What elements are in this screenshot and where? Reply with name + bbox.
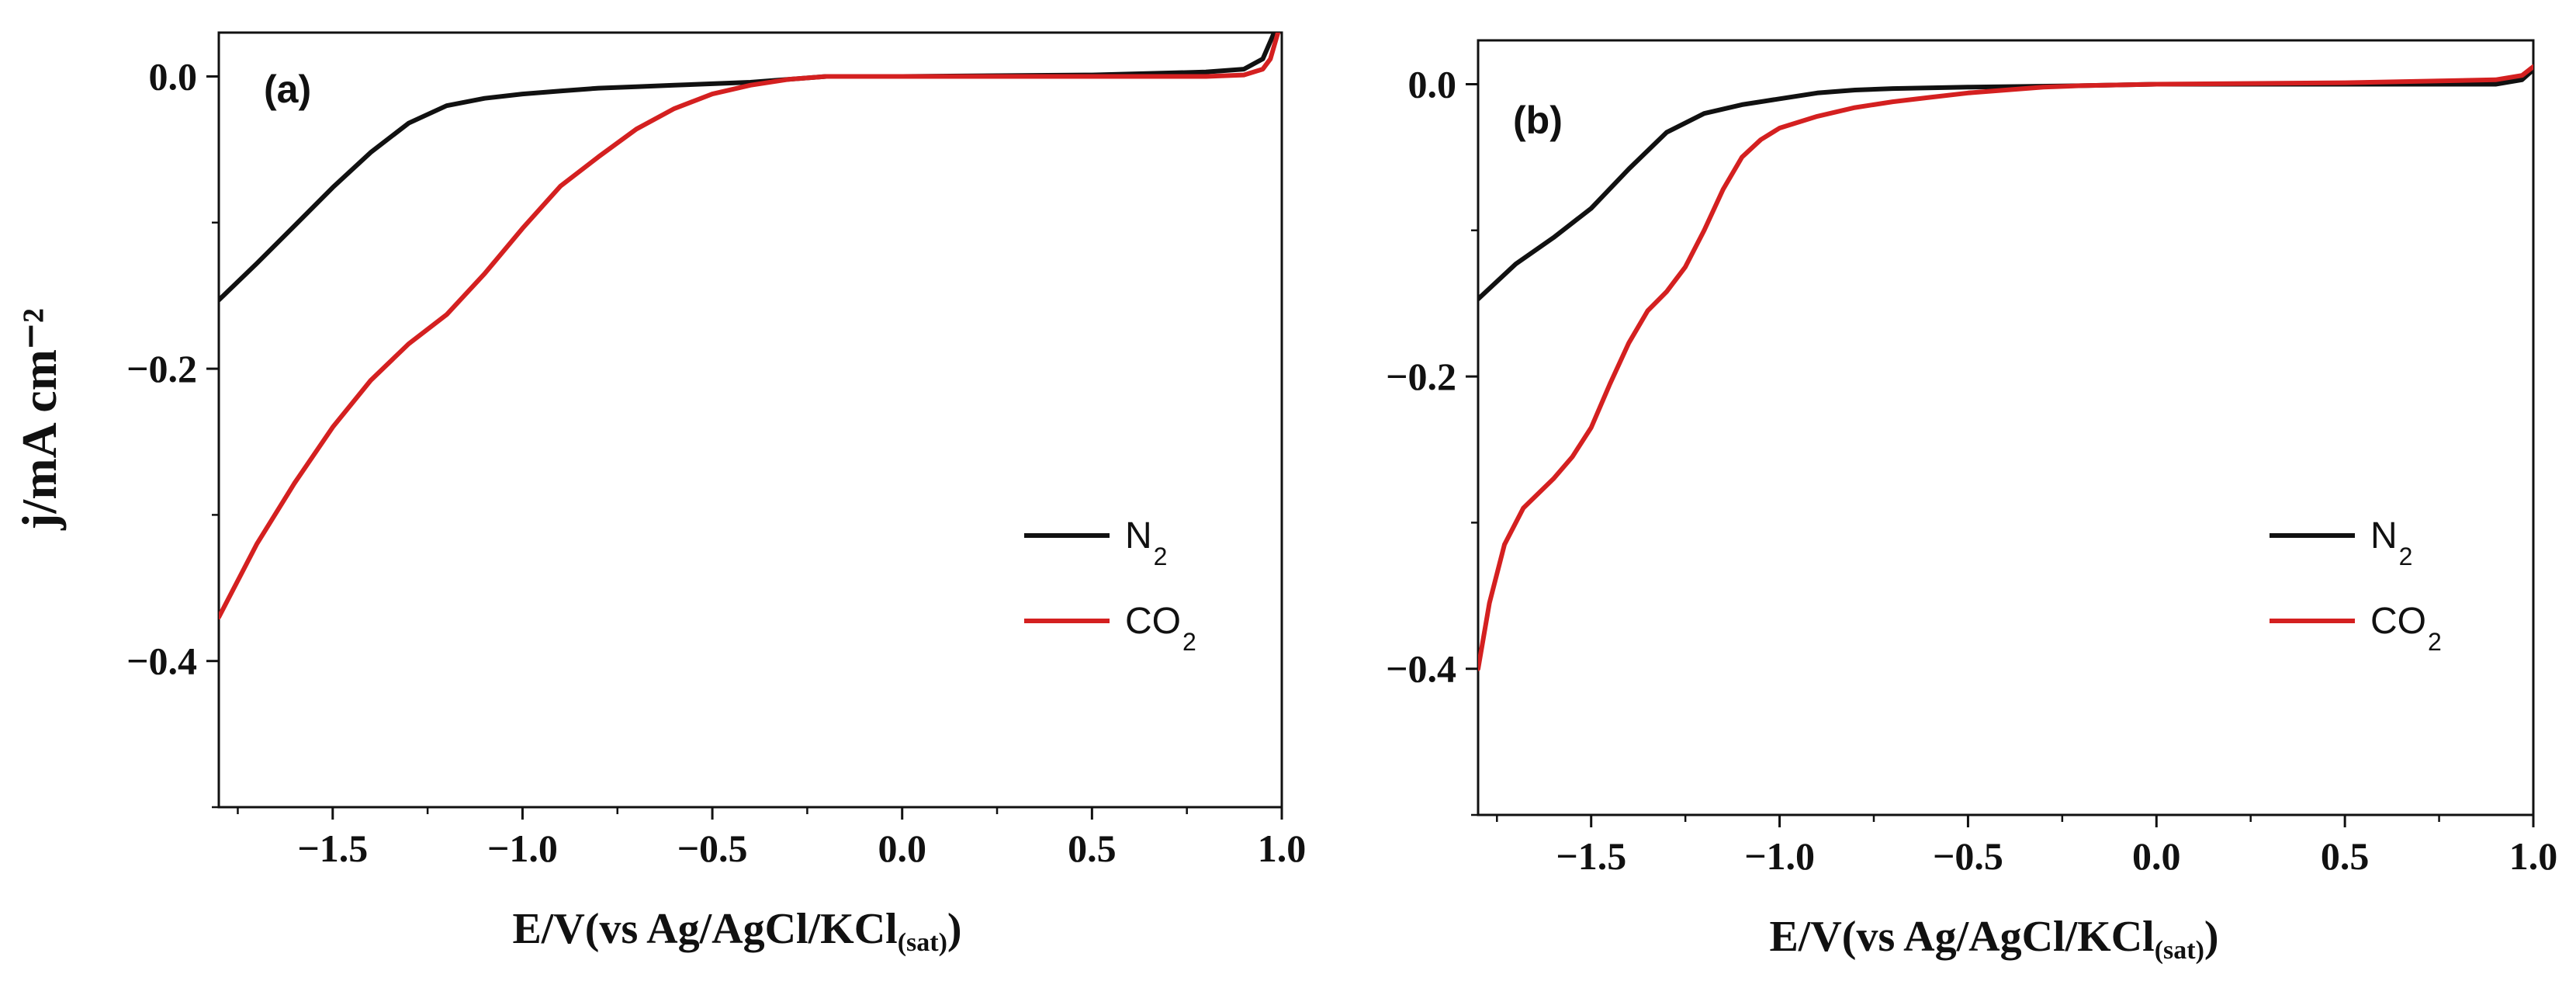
y-tick-label: −0.2 <box>1386 355 1456 398</box>
legend-label-sub: 2 <box>1154 543 1168 570</box>
series-line-n2 <box>1478 67 2533 302</box>
panel-label: (a) <box>264 68 311 111</box>
x-tick-label: 0.5 <box>2321 834 2370 878</box>
x-axis-title: E/V(vs Ag/AgCl/KCl <box>512 905 897 953</box>
x-axis-title-end: ) <box>947 905 962 953</box>
x-tick-label: −0.5 <box>677 827 748 870</box>
legend-label-sub: 2 <box>2399 543 2413 570</box>
chart-panel-b: −1.5 −1.0 −0.5 0.0 0.5 1.00.0−0.2−0.4(b)N 2CO 2… <box>1386 39 2558 965</box>
panel-label: (b) <box>1513 99 1563 142</box>
x-axis-title-sub: (sat) <box>898 928 947 957</box>
series-line-co2 <box>219 33 1281 620</box>
legend-label-sub: 2 <box>2428 628 2442 656</box>
x-tick-label: 0.0 <box>878 827 926 870</box>
series-line-n2 <box>219 33 1277 303</box>
y-tick-label: −0.2 <box>126 347 197 390</box>
y-tick-label: 0.0 <box>149 54 198 98</box>
series-line-co2 <box>1478 64 2533 671</box>
chart-panel-a: −1.5 −1.0 −0.5 0.0 0.5 1.00.0−0.2−0.4(a)N 2CO 2… <box>126 31 1307 957</box>
y-axis-title: j/mA cm⁻² <box>12 308 67 531</box>
x-axis-title: E/V(vs Ag/AgCl/KCl <box>1769 913 2154 961</box>
x-tick-label: 0.5 <box>1068 827 1117 870</box>
x-tick-label: 1.0 <box>1258 827 1307 870</box>
legend-label: N <box>2370 515 2398 556</box>
x-tick-label: −0.5 <box>1933 834 2003 878</box>
x-tick-label: 1.0 <box>2509 834 2558 878</box>
x-tick-label: −1.0 <box>487 827 558 870</box>
plot-frame <box>217 31 1283 809</box>
legend-label: CO <box>2370 601 2426 642</box>
legend-label: CO <box>1125 601 1181 642</box>
x-axis-title-end: ) <box>2204 913 2219 961</box>
legend-label: N <box>1125 515 1152 556</box>
x-tick-label: −1.5 <box>297 827 368 870</box>
x-axis-title-sub: (sat) <box>2155 936 2204 965</box>
x-tick-label: −1.0 <box>1744 834 1815 878</box>
legend-label-sub: 2 <box>1182 628 1196 656</box>
y-tick-label: −0.4 <box>1386 647 1456 691</box>
x-tick-label: −1.5 <box>1556 834 1626 878</box>
y-tick-label: 0.0 <box>1408 62 1457 106</box>
x-tick-label: 0.0 <box>2132 834 2181 878</box>
plot-frame <box>1477 39 2535 816</box>
y-tick-label: −0.4 <box>126 640 197 683</box>
